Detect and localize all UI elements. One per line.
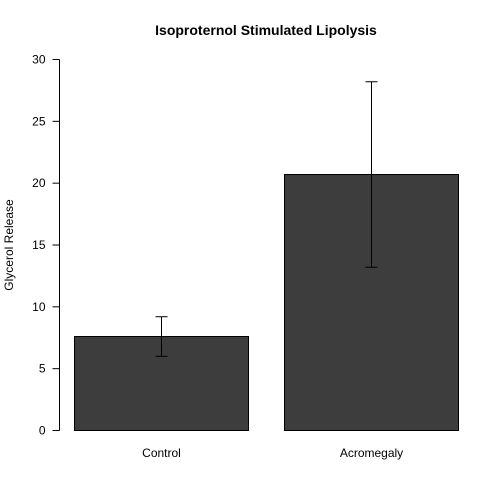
bars-group: [74, 81, 459, 431]
y-axis-label: Glycerol Release: [2, 199, 16, 291]
chart-title: Isoproternol Stimulated Lipolysis: [155, 22, 377, 38]
y-tick-label: 15: [32, 238, 46, 252]
x-tick-label: Control: [142, 446, 181, 460]
y-tick-label: 20: [32, 176, 46, 190]
y-tick-label: 0: [39, 424, 46, 438]
y-tick-label: 30: [32, 53, 46, 67]
y-tick-label: 25: [32, 114, 46, 128]
y-tick-label: 5: [39, 362, 46, 376]
x-axis-labels: Control Acromegaly: [142, 446, 403, 460]
y-axis: 0 5 10 15 20 25 30: [32, 53, 60, 438]
y-tick-label: 10: [32, 300, 46, 314]
x-tick-label: Acromegaly: [340, 446, 403, 460]
